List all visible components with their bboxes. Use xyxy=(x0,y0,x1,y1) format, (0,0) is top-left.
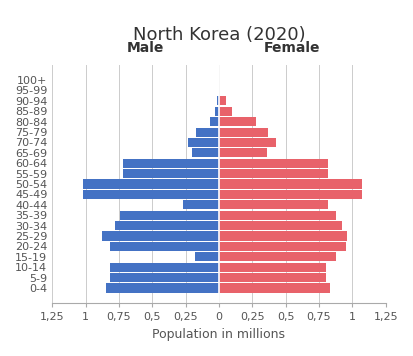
Bar xyxy=(109,263,219,272)
Bar xyxy=(115,221,219,230)
Bar xyxy=(219,179,362,189)
Bar xyxy=(83,190,219,199)
Bar xyxy=(102,231,219,241)
Bar xyxy=(183,200,219,209)
Bar xyxy=(215,107,219,116)
Bar xyxy=(219,96,225,105)
Bar xyxy=(219,242,346,251)
Bar xyxy=(120,211,219,220)
Bar xyxy=(210,117,219,126)
Bar xyxy=(196,127,219,137)
Bar xyxy=(219,159,328,168)
Bar xyxy=(217,96,219,105)
Bar xyxy=(219,148,267,157)
Bar xyxy=(219,283,330,293)
Bar xyxy=(106,283,219,293)
Title: North Korea (2020): North Korea (2020) xyxy=(133,26,305,44)
Bar xyxy=(219,252,336,261)
Bar xyxy=(195,252,219,261)
Bar xyxy=(219,200,328,209)
Bar xyxy=(219,231,347,241)
Bar xyxy=(219,169,328,178)
X-axis label: Population in millions: Population in millions xyxy=(152,328,285,341)
Bar xyxy=(109,273,219,282)
Bar xyxy=(219,190,362,199)
Bar xyxy=(83,179,219,189)
Text: Female: Female xyxy=(264,41,320,55)
Bar xyxy=(219,107,232,116)
Bar xyxy=(192,148,219,157)
Bar xyxy=(188,138,219,147)
Bar xyxy=(219,273,326,282)
Bar xyxy=(219,221,342,230)
Bar xyxy=(123,169,219,178)
Bar xyxy=(109,242,219,251)
Bar xyxy=(219,138,276,147)
Bar xyxy=(219,127,268,137)
Text: Male: Male xyxy=(127,41,164,55)
Bar xyxy=(219,117,256,126)
Bar xyxy=(219,211,336,220)
Bar xyxy=(219,263,326,272)
Bar xyxy=(123,159,219,168)
